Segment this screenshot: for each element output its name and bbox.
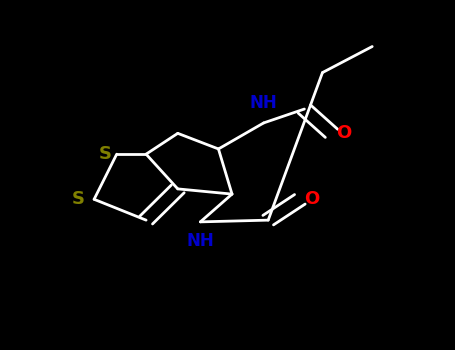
Text: NH: NH (187, 232, 214, 250)
Text: O: O (336, 124, 351, 142)
Text: S: S (72, 190, 85, 208)
Text: O: O (304, 190, 319, 208)
Text: NH: NH (250, 94, 278, 112)
Text: S: S (99, 145, 112, 163)
